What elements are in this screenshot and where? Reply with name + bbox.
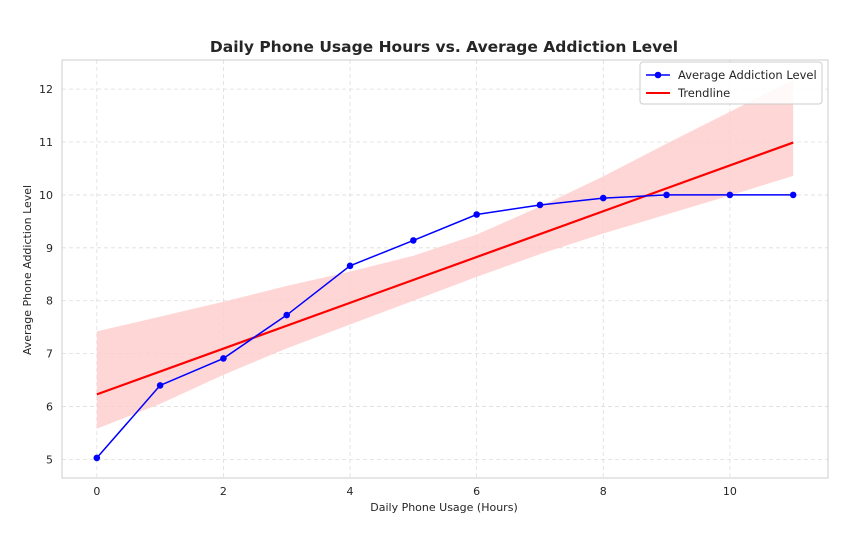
tick-labels: 0 2 4 6 8 10 5 6 7 8 9 10 11 12	[39, 83, 737, 498]
average-addiction-line	[96, 194, 794, 459]
average-addiction-point	[726, 191, 734, 199]
average-addiction-point	[410, 237, 417, 244]
y-tick-label: 6	[46, 401, 53, 414]
legend-marker-average	[654, 71, 662, 79]
series-layer	[93, 141, 797, 462]
trendline	[96, 141, 794, 396]
average-addiction-point	[283, 311, 291, 319]
y-tick-label: 7	[46, 348, 53, 361]
x-tick-label: 8	[600, 485, 607, 498]
x-tick-label: 4	[347, 485, 354, 498]
legend-label-trendline: Trendline	[677, 86, 730, 100]
chart-title: Daily Phone Usage Hours vs. Average Addi…	[210, 38, 678, 56]
y-tick-label: 9	[46, 242, 53, 255]
x-tick-label: 0	[93, 485, 100, 498]
average-addiction-point	[536, 201, 544, 209]
confidence-band-area	[96, 79, 794, 429]
average-addiction-point	[346, 262, 354, 270]
plot-frame	[61, 59, 829, 479]
average-addiction-point	[473, 211, 480, 218]
average-addiction-point	[220, 355, 227, 362]
confidence-band	[96, 79, 794, 429]
average-addiction-point	[663, 191, 670, 199]
y-tick-label: 5	[46, 453, 53, 466]
y-tick-label: 10	[39, 189, 53, 202]
average-addiction-point	[93, 454, 101, 462]
y-tick-label: 8	[46, 295, 53, 308]
y-tick-label: 11	[39, 136, 53, 149]
x-tick-label: 2	[220, 485, 227, 498]
legend-box	[639, 61, 823, 105]
y-tick-label: 12	[39, 83, 53, 96]
x-axis-label: Daily Phone Usage (Hours)	[370, 501, 517, 514]
average-addiction-point	[789, 191, 797, 199]
x-tick-label: 6	[473, 485, 480, 498]
legend-label-average: Average Addiction Level	[678, 68, 817, 82]
average-addiction-point	[599, 194, 607, 202]
average-addiction-point	[156, 382, 164, 389]
legend: Average Addiction Level Trendline	[639, 61, 823, 105]
x-tick-label: 10	[723, 485, 737, 498]
y-axis-label: Average Phone Addiction Level	[21, 185, 34, 355]
